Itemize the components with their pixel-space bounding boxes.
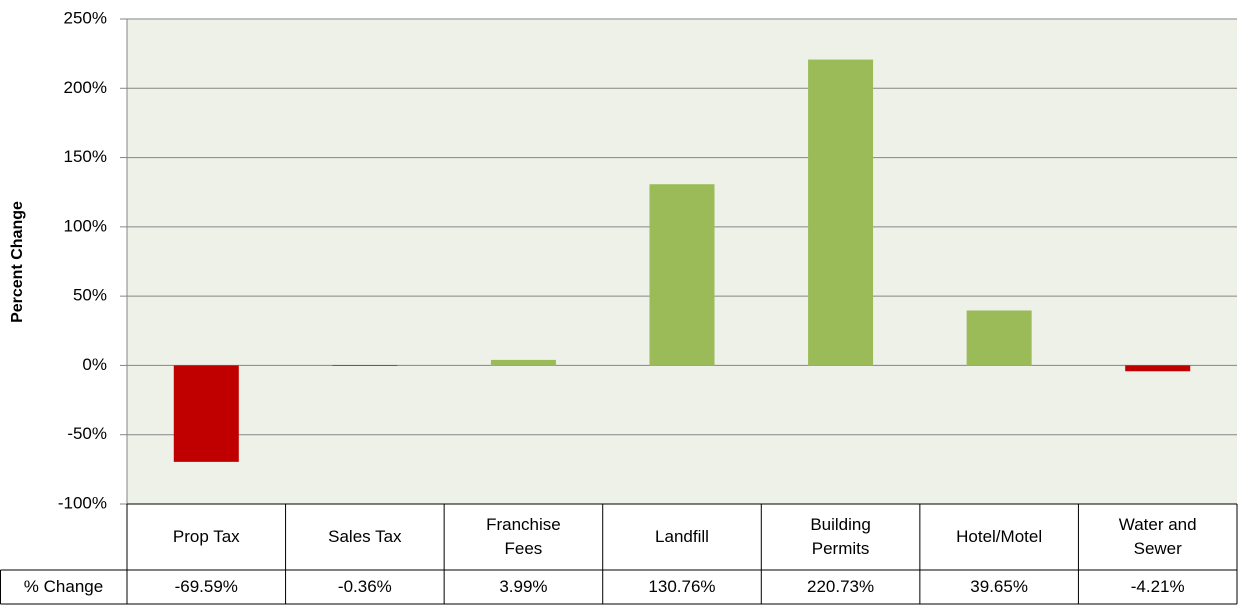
y-tick-label: 100% [64, 216, 107, 235]
value-label: 220.73% [761, 570, 920, 604]
bar [808, 59, 874, 366]
value-label-text: 3.99% [499, 577, 548, 596]
value-label: -69.59% [127, 570, 286, 604]
x-tick-label-text: Water and Sewer [1118, 515, 1197, 558]
value-label-text: 220.73% [807, 577, 875, 596]
value-label-text: -0.36% [337, 577, 392, 596]
x-tick-label: Hotel/Motel [920, 504, 1079, 570]
x-tick-label-text: Franchise Fees [486, 515, 561, 558]
y-tick-label: 50% [73, 286, 107, 305]
y-tick-label: 0% [82, 355, 107, 374]
y-tick-label: -100% [58, 493, 107, 512]
x-tick-label: Water and Sewer [1078, 504, 1237, 570]
value-label-text: -69.59% [174, 577, 238, 596]
value-label: -4.21% [1078, 570, 1237, 604]
x-tick-label-text: Hotel/Motel [956, 527, 1043, 546]
x-tick-label: Landfill [603, 504, 762, 570]
bar [1125, 365, 1191, 372]
x-tick-label: Sales Tax [286, 504, 445, 570]
bar [490, 359, 556, 366]
bar [649, 184, 715, 366]
bar [173, 365, 239, 462]
x-tick-label-text: Landfill [655, 527, 709, 546]
y-tick-label: 200% [64, 78, 107, 97]
value-label: 3.99% [444, 570, 603, 604]
x-tick-label-text: Prop Tax [172, 527, 240, 546]
y-tick-label: 150% [64, 147, 107, 166]
x-tick-label: Prop Tax [127, 504, 286, 570]
value-label-text: -4.21% [1130, 577, 1185, 596]
x-tick-label: Building Permits [761, 504, 920, 570]
value-label: 130.76% [603, 570, 762, 604]
value-label-text: 39.65% [970, 577, 1028, 596]
value-label: 39.65% [920, 570, 1079, 604]
table-row-label: % Change [0, 570, 127, 604]
x-tick-label-text: Sales Tax [328, 527, 402, 546]
y-tick-label: -50% [67, 424, 107, 443]
value-label: -0.36% [286, 570, 445, 604]
x-tick-label-text: Building Permits [810, 515, 871, 558]
table-row-label-text: % Change [23, 577, 104, 596]
value-label-text: 130.76% [648, 577, 716, 596]
bar [966, 310, 1032, 366]
x-tick-label: Franchise Fees [444, 504, 603, 570]
y-axis-label: Percent Change [9, 201, 26, 323]
y-tick-label: 250% [64, 8, 107, 27]
